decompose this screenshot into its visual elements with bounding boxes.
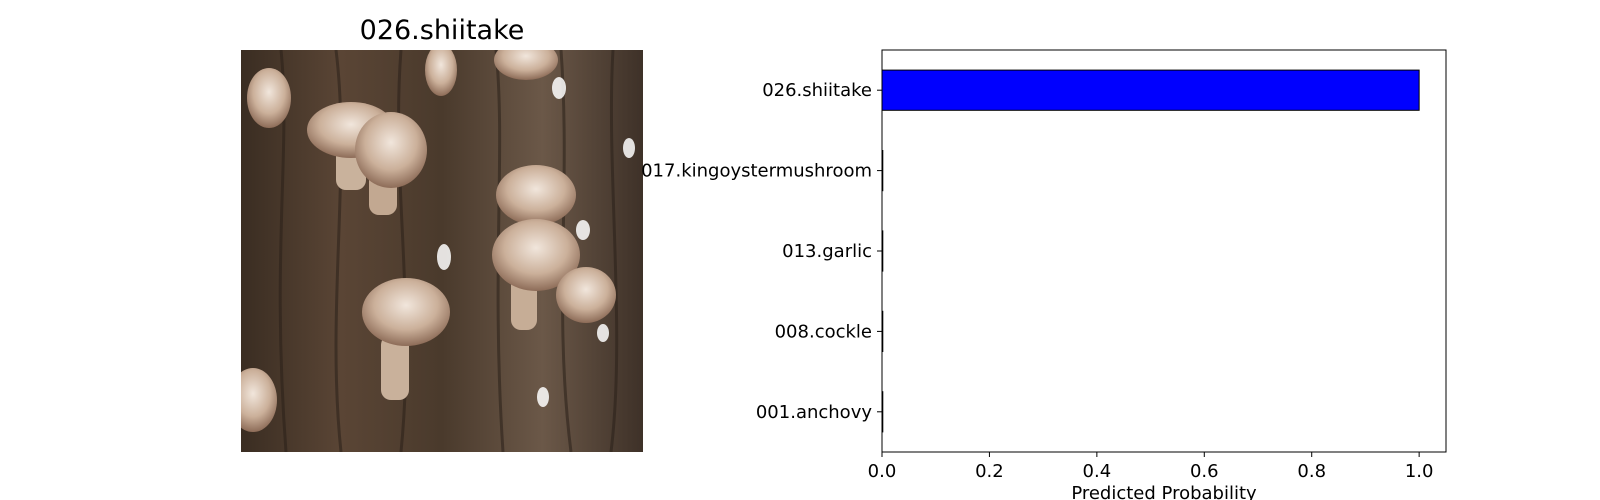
x-tick-label: 0.8 [1297, 461, 1326, 482]
y-tick-label: 017.kingoystermushroom [641, 161, 872, 182]
y-tick-label: 008.cockle [775, 321, 872, 342]
x-axis-label: Predicted Probability [1071, 483, 1257, 500]
image-title: 026.shiitake [359, 15, 525, 46]
bar [881, 150, 884, 192]
y-tick-label: 026.shiitake [762, 80, 872, 101]
bar [881, 310, 884, 352]
y-tick-label: 001.anchovy [756, 402, 872, 423]
x-tick-label: 0.6 [1190, 461, 1219, 482]
x-tick-label: 0.0 [868, 461, 897, 482]
bar [881, 69, 1420, 111]
x-tick-label: 0.4 [1083, 461, 1112, 482]
x-tick-label: 0.2 [975, 461, 1004, 482]
x-tick-label: 1.0 [1405, 461, 1434, 482]
shiitake-photo [241, 50, 643, 452]
y-tick-label: 013.garlic [782, 241, 872, 262]
plot-area-frame [881, 49, 1447, 453]
bar [881, 230, 884, 272]
bar [881, 391, 884, 433]
